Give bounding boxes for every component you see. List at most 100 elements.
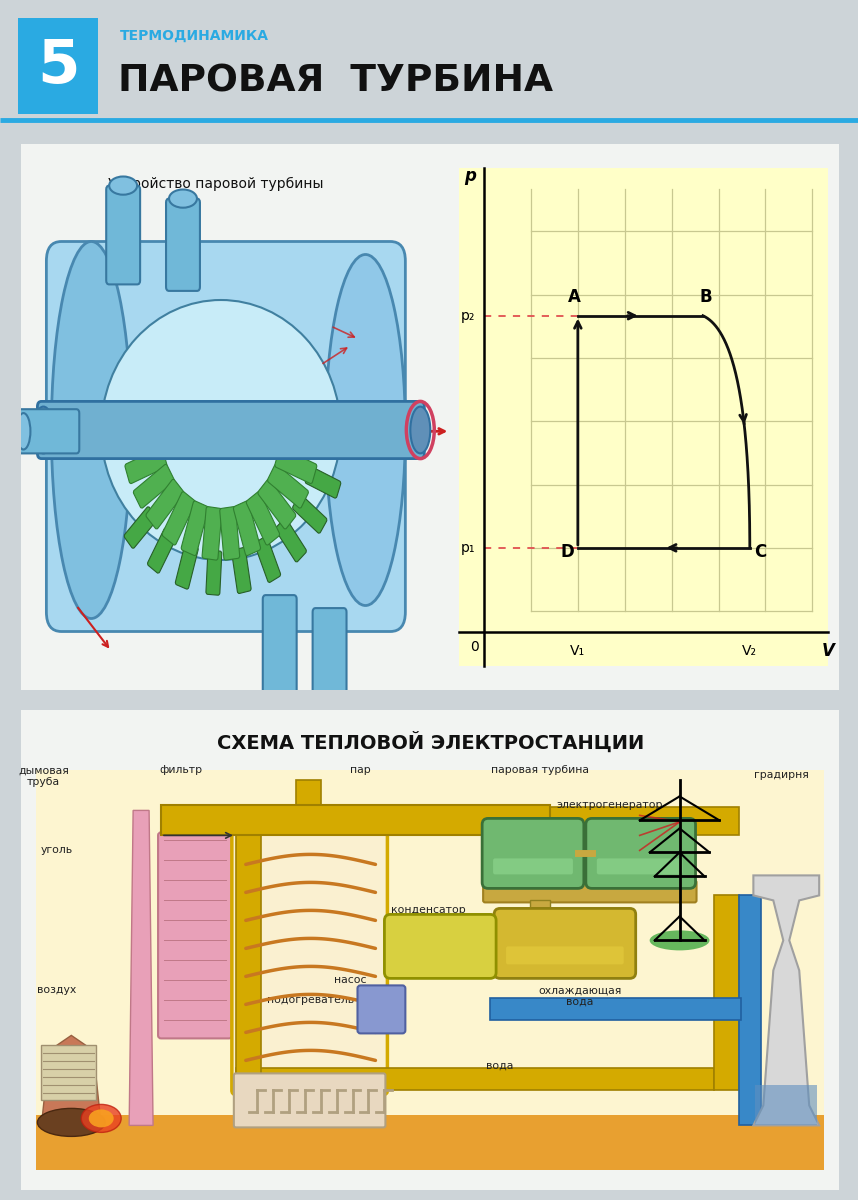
FancyBboxPatch shape (506, 947, 624, 965)
FancyBboxPatch shape (268, 464, 308, 508)
Text: Цикл паровой турбины: Цикл паровой турбины (545, 176, 715, 191)
Text: C: C (755, 544, 767, 562)
Ellipse shape (16, 413, 30, 450)
FancyBboxPatch shape (162, 492, 196, 545)
FancyBboxPatch shape (246, 492, 280, 545)
FancyBboxPatch shape (18, 18, 98, 114)
FancyBboxPatch shape (233, 500, 261, 556)
FancyBboxPatch shape (36, 770, 825, 1170)
FancyBboxPatch shape (740, 895, 761, 1126)
Text: вода: вода (486, 1061, 514, 1070)
FancyBboxPatch shape (181, 500, 208, 556)
FancyBboxPatch shape (293, 494, 327, 533)
Text: V: V (821, 642, 835, 660)
Text: СХЕМА ТЕПЛОВОЙ ЭЛЕКТРОСТАНЦИИ: СХЕМА ТЕПЛОВОЙ ЭЛЕКТРОСТАНЦИИ (217, 732, 644, 754)
FancyBboxPatch shape (530, 900, 550, 914)
Text: подогреватель: подогреватель (267, 996, 354, 1006)
Text: V₁: V₁ (571, 644, 585, 659)
FancyBboxPatch shape (296, 780, 321, 835)
FancyBboxPatch shape (232, 821, 388, 1094)
FancyBboxPatch shape (220, 506, 239, 560)
Text: B: B (700, 288, 712, 306)
FancyBboxPatch shape (312, 436, 347, 458)
FancyBboxPatch shape (482, 818, 583, 888)
FancyBboxPatch shape (494, 908, 636, 978)
Text: p: p (464, 168, 476, 186)
FancyBboxPatch shape (46, 241, 405, 631)
Ellipse shape (33, 407, 53, 454)
FancyBboxPatch shape (305, 467, 341, 498)
FancyBboxPatch shape (275, 518, 306, 562)
FancyBboxPatch shape (236, 1068, 715, 1091)
FancyBboxPatch shape (384, 914, 496, 978)
FancyBboxPatch shape (715, 895, 740, 1091)
FancyBboxPatch shape (493, 858, 573, 875)
Ellipse shape (88, 1109, 114, 1128)
FancyBboxPatch shape (490, 998, 741, 1020)
Ellipse shape (410, 407, 430, 454)
Ellipse shape (51, 241, 131, 618)
Text: конденсатор: конденсатор (391, 905, 466, 916)
Text: p₁: p₁ (461, 541, 475, 554)
FancyBboxPatch shape (125, 448, 167, 484)
FancyBboxPatch shape (531, 190, 813, 611)
FancyBboxPatch shape (166, 198, 200, 290)
Text: охлаждающая
вода: охлаждающая вода (538, 985, 621, 1007)
Text: дымовая
труба: дымовая труба (18, 766, 69, 787)
FancyBboxPatch shape (236, 835, 261, 1091)
Text: фильтр: фильтр (160, 766, 202, 775)
FancyBboxPatch shape (36, 1116, 825, 1170)
FancyBboxPatch shape (258, 479, 296, 529)
Text: воздух: воздух (37, 985, 76, 996)
FancyBboxPatch shape (586, 818, 696, 888)
FancyBboxPatch shape (255, 536, 281, 582)
FancyBboxPatch shape (175, 542, 198, 589)
FancyBboxPatch shape (597, 858, 683, 875)
FancyBboxPatch shape (263, 595, 297, 694)
Polygon shape (41, 1036, 101, 1126)
Text: насос: насос (335, 976, 366, 985)
FancyBboxPatch shape (17, 139, 843, 695)
Text: уголь: уголь (40, 845, 72, 856)
Ellipse shape (650, 930, 710, 950)
Text: D: D (560, 544, 574, 562)
FancyBboxPatch shape (38, 401, 425, 458)
Ellipse shape (101, 300, 341, 560)
FancyBboxPatch shape (133, 464, 174, 508)
Text: электрогенератор: электрогенератор (557, 800, 663, 810)
Text: 0: 0 (470, 640, 479, 654)
FancyBboxPatch shape (483, 881, 697, 902)
Ellipse shape (169, 190, 197, 208)
Text: пар: пар (350, 766, 371, 775)
Ellipse shape (325, 254, 405, 606)
FancyBboxPatch shape (202, 506, 222, 560)
FancyBboxPatch shape (17, 707, 843, 1194)
Text: p₂: p₂ (462, 308, 475, 323)
Ellipse shape (38, 1109, 106, 1136)
FancyBboxPatch shape (206, 551, 222, 595)
Text: ТЕРМОДИНАМИКА: ТЕРМОДИНАМИКА (120, 29, 269, 43)
Text: V₂: V₂ (742, 644, 758, 659)
FancyBboxPatch shape (312, 608, 347, 694)
FancyBboxPatch shape (41, 1045, 96, 1100)
FancyBboxPatch shape (106, 186, 140, 284)
FancyBboxPatch shape (275, 448, 317, 484)
FancyBboxPatch shape (232, 547, 251, 594)
Ellipse shape (109, 176, 137, 194)
Polygon shape (130, 810, 153, 1126)
FancyBboxPatch shape (19, 409, 79, 454)
FancyBboxPatch shape (358, 985, 405, 1033)
Text: ПАРОВАЯ  ТУРБИНА: ПАРОВАЯ ТУРБИНА (118, 62, 553, 98)
FancyBboxPatch shape (158, 833, 232, 1038)
Text: градирня: градирня (754, 770, 809, 780)
FancyBboxPatch shape (755, 1085, 817, 1126)
Polygon shape (753, 876, 819, 1126)
FancyBboxPatch shape (234, 1073, 385, 1128)
Text: 5: 5 (37, 36, 79, 96)
FancyBboxPatch shape (146, 479, 184, 529)
FancyBboxPatch shape (124, 506, 157, 548)
FancyBboxPatch shape (161, 805, 550, 835)
Text: Устройство паровой турбины: Устройство паровой турбины (108, 176, 323, 191)
Text: паровая турбина: паровая турбина (491, 766, 589, 775)
FancyBboxPatch shape (550, 808, 740, 835)
